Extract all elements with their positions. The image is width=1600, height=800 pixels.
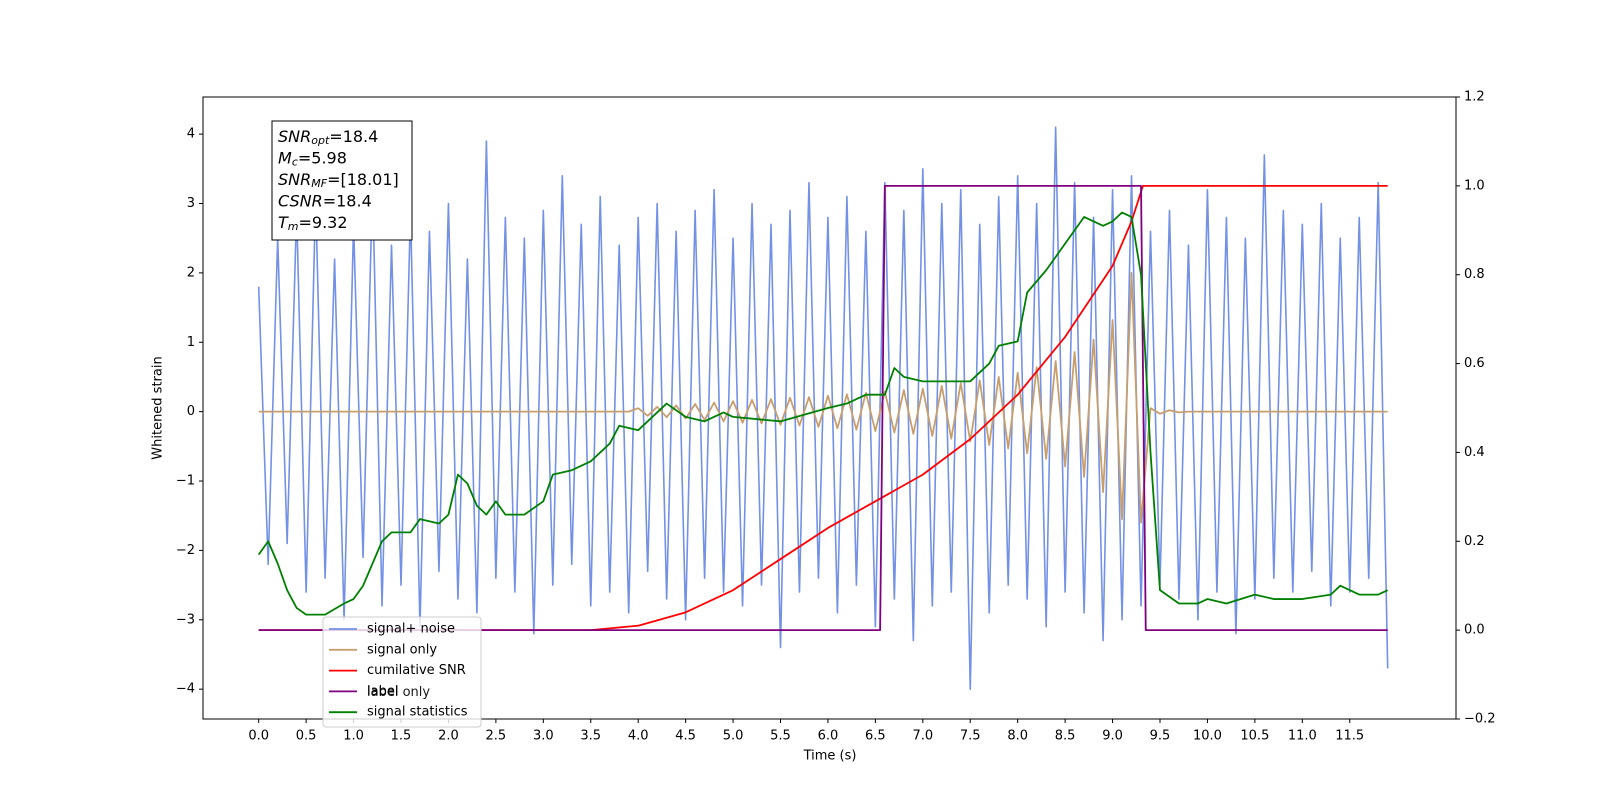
y-tick-label: 1 <box>187 335 195 350</box>
y2-tick-label: 0.8 <box>1464 267 1485 282</box>
annotation-box <box>271 120 413 241</box>
y-tick-label: −2 <box>176 543 195 558</box>
x-tick-label: 9.5 <box>1150 729 1171 744</box>
legend-label: signal+ noise <box>367 622 455 637</box>
x-tick-label: 0.0 <box>248 729 269 744</box>
x-tick-label: 5.5 <box>770 729 791 744</box>
x-tick-label: 1.0 <box>343 729 364 744</box>
x-tick-label: 6.0 <box>818 729 839 744</box>
annotation-value: =18.4 <box>329 127 378 146</box>
x-tick-label: 3.5 <box>580 729 601 744</box>
annotation-value: =18.4 <box>323 191 372 210</box>
y-tick-label: −4 <box>176 682 195 697</box>
series-line <box>257 211 1389 616</box>
y2-tick-label: 0.2 <box>1464 534 1485 549</box>
x-tick-label: 7.5 <box>960 729 981 744</box>
x-tick-label: 8.5 <box>1055 729 1076 744</box>
series-line <box>258 271 1388 524</box>
x-axis-label: Time (s) <box>803 749 857 764</box>
x-tick-label: 10.0 <box>1193 729 1222 744</box>
legend-label: signal only <box>367 642 437 657</box>
x-tick-label: 1.5 <box>391 729 412 744</box>
y2-tick-label: 1.2 <box>1464 90 1485 105</box>
legend-label: label only <box>367 685 430 700</box>
annotation-symbol: SNR <box>278 127 311 146</box>
annotation-symbol: M <box>278 148 292 167</box>
series-line <box>257 126 1389 690</box>
y-tick-label: 4 <box>187 127 195 142</box>
annotation-symbol: CSNR <box>278 191 323 210</box>
x-tick-label: 0.5 <box>296 729 317 744</box>
y2-tick-label: −0.2 <box>1464 712 1496 727</box>
annotation: Mc=5.98 <box>278 148 347 169</box>
annotation-subscript: MF <box>311 177 327 190</box>
y-tick-label: −3 <box>176 612 195 627</box>
y-axis-label: Whitened strain <box>151 356 166 459</box>
annotation-subscript: opt <box>311 134 330 147</box>
legend-label: cumilative SNR <box>367 663 466 678</box>
annotation: CSNR=18.4 <box>278 191 372 210</box>
x-tick-label: 11.0 <box>1288 729 1317 744</box>
x-tick-label: 6.5 <box>865 729 886 744</box>
annotation-subscript: m <box>288 220 299 233</box>
plot-area <box>257 126 1389 690</box>
y2-tick-label: 0.4 <box>1464 445 1485 460</box>
annotation-symbol: T <box>278 213 289 232</box>
x-tick-label: 10.5 <box>1240 729 1269 744</box>
y-tick-label: 0 <box>187 404 195 419</box>
annotation-subscript: c <box>292 156 298 169</box>
x-tick-label: 4.5 <box>675 729 696 744</box>
series-line <box>258 184 1388 632</box>
annotation-symbol: SNR <box>278 170 311 189</box>
y2-tick-label: 1.0 <box>1464 178 1485 193</box>
annotation-value: =9.32 <box>299 213 348 232</box>
x-tick-label: 11.5 <box>1335 729 1364 744</box>
annotation-value: =[18.01] <box>327 170 399 189</box>
annotation-value: =5.98 <box>298 148 347 167</box>
x-tick-label: 7.0 <box>912 729 933 744</box>
y-tick-label: −1 <box>176 474 195 489</box>
x-tick-label: 5.0 <box>723 729 744 744</box>
y2-tick-label: 0.0 <box>1464 623 1485 638</box>
y-tick-label: 2 <box>187 265 195 280</box>
annotation: Tm=9.32 <box>278 213 348 234</box>
x-tick-label: 8.0 <box>1007 729 1028 744</box>
y-tick-label: 3 <box>187 196 195 211</box>
legend-label: label <box>367 684 398 699</box>
legend-box <box>322 616 482 728</box>
series-line <box>258 184 1388 632</box>
annotation: SNRMF=[18.01] <box>278 170 399 191</box>
x-tick-label: 2.5 <box>486 729 507 744</box>
annotation: SNRopt=18.4 <box>278 127 378 148</box>
plot-frame <box>202 96 1457 720</box>
x-tick-label: 9.0 <box>1102 729 1123 744</box>
x-tick-label: 4.0 <box>628 729 649 744</box>
x-tick-label: 2.0 <box>438 729 459 744</box>
x-tick-label: 3.0 <box>533 729 554 744</box>
y2-tick-label: 0.6 <box>1464 356 1485 371</box>
legend-label: signal statistics <box>367 705 468 720</box>
